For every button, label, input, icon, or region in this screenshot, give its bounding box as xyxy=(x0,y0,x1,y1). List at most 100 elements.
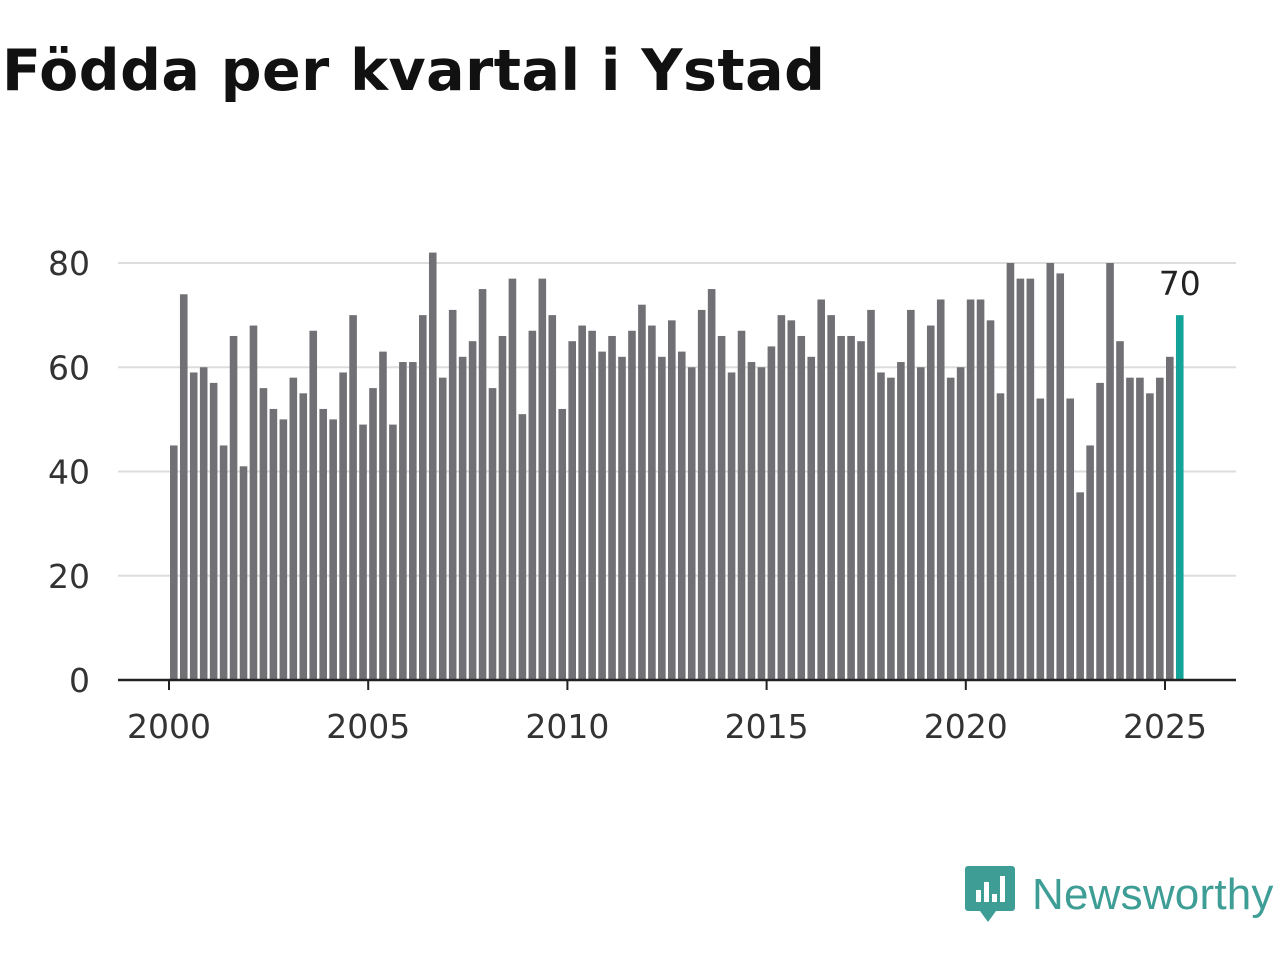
bar[interactable] xyxy=(707,289,716,680)
bar[interactable] xyxy=(757,367,766,680)
bar[interactable] xyxy=(917,367,925,680)
bar[interactable] xyxy=(199,367,208,680)
bar[interactable] xyxy=(1036,398,1045,680)
bar[interactable] xyxy=(578,325,586,680)
bar[interactable] xyxy=(548,315,557,681)
bar[interactable] xyxy=(717,335,726,680)
bar[interactable] xyxy=(648,325,656,680)
bar[interactable] xyxy=(976,299,985,680)
bar[interactable] xyxy=(1166,356,1174,680)
bar[interactable] xyxy=(1066,398,1074,680)
bar[interactable] xyxy=(588,330,596,680)
bar[interactable] xyxy=(448,309,457,680)
bar[interactable] xyxy=(289,377,298,680)
bar[interactable] xyxy=(478,289,487,680)
bar[interactable] xyxy=(359,424,367,680)
bar[interactable] xyxy=(727,372,736,680)
bar[interactable] xyxy=(1146,393,1154,680)
bar[interactable] xyxy=(209,382,218,680)
bar[interactable] xyxy=(518,414,527,680)
bar[interactable] xyxy=(249,325,258,680)
bar[interactable] xyxy=(996,393,1005,680)
bar[interactable] xyxy=(787,320,796,680)
bar[interactable] xyxy=(438,377,447,680)
bar[interactable] xyxy=(399,362,407,680)
bar[interactable] xyxy=(319,408,327,680)
bar[interactable] xyxy=(1116,341,1124,680)
bar[interactable] xyxy=(1046,263,1055,680)
bar[interactable] xyxy=(179,294,188,680)
bar[interactable] xyxy=(608,335,616,680)
bar[interactable] xyxy=(508,278,517,680)
bar[interactable] xyxy=(379,351,387,680)
bar[interactable] xyxy=(309,330,318,680)
bar[interactable] xyxy=(189,372,198,680)
bar[interactable] xyxy=(419,315,427,681)
bar[interactable] xyxy=(1106,263,1114,680)
bar-highlight[interactable] xyxy=(1175,315,1184,681)
bar[interactable] xyxy=(847,335,855,680)
bar[interactable] xyxy=(299,393,308,680)
bar[interactable] xyxy=(687,367,696,680)
bar[interactable] xyxy=(1076,492,1084,680)
bar[interactable] xyxy=(1156,377,1164,680)
bar[interactable] xyxy=(498,335,507,680)
bar[interactable] xyxy=(747,362,756,680)
bar[interactable] xyxy=(598,351,606,680)
newsworthy-logo[interactable]: Newsworthy xyxy=(964,864,1274,926)
bar[interactable] xyxy=(1096,382,1104,680)
bar[interactable] xyxy=(279,419,288,681)
bar[interactable] xyxy=(229,335,238,680)
bar[interactable] xyxy=(658,356,666,680)
bar[interactable] xyxy=(458,356,467,680)
bar[interactable] xyxy=(339,372,347,680)
bar[interactable] xyxy=(1016,278,1025,680)
bar[interactable] xyxy=(259,388,268,680)
bar[interactable] xyxy=(389,424,397,680)
bar[interactable] xyxy=(329,419,337,681)
bar[interactable] xyxy=(1136,377,1144,680)
bar[interactable] xyxy=(797,335,806,680)
bar[interactable] xyxy=(428,252,437,680)
bar[interactable] xyxy=(877,372,885,680)
bar[interactable] xyxy=(857,341,865,680)
bar[interactable] xyxy=(867,309,875,680)
bar[interactable] xyxy=(807,356,816,680)
bar[interactable] xyxy=(568,341,576,680)
bar[interactable] xyxy=(677,351,686,680)
bar[interactable] xyxy=(887,377,895,680)
bar[interactable] xyxy=(1126,377,1134,680)
bar[interactable] xyxy=(1086,445,1094,680)
bar[interactable] xyxy=(767,346,776,680)
bar[interactable] xyxy=(239,466,248,680)
bar[interactable] xyxy=(926,325,935,680)
bar[interactable] xyxy=(488,388,497,680)
bar[interactable] xyxy=(528,330,537,680)
bar[interactable] xyxy=(558,408,567,680)
bar[interactable] xyxy=(170,445,178,680)
bar[interactable] xyxy=(668,320,676,680)
bar[interactable] xyxy=(897,362,905,680)
bar[interactable] xyxy=(737,330,746,680)
bar[interactable] xyxy=(697,309,706,680)
bar[interactable] xyxy=(1026,278,1035,680)
bar[interactable] xyxy=(837,335,845,680)
bar[interactable] xyxy=(628,330,636,680)
bar[interactable] xyxy=(956,367,965,680)
bar[interactable] xyxy=(936,299,945,680)
bar[interactable] xyxy=(269,408,278,680)
bar[interactable] xyxy=(777,315,786,681)
bar[interactable] xyxy=(1056,273,1065,680)
bar[interactable] xyxy=(468,341,477,680)
bar[interactable] xyxy=(907,309,915,680)
bar[interactable] xyxy=(618,356,626,680)
bar[interactable] xyxy=(409,362,417,680)
bar[interactable] xyxy=(966,299,975,680)
bar[interactable] xyxy=(986,320,995,680)
bar[interactable] xyxy=(1006,263,1015,680)
bar[interactable] xyxy=(817,299,825,680)
bar[interactable] xyxy=(946,377,955,680)
bar[interactable] xyxy=(538,278,547,680)
bar[interactable] xyxy=(827,315,835,681)
bar[interactable] xyxy=(369,388,377,680)
